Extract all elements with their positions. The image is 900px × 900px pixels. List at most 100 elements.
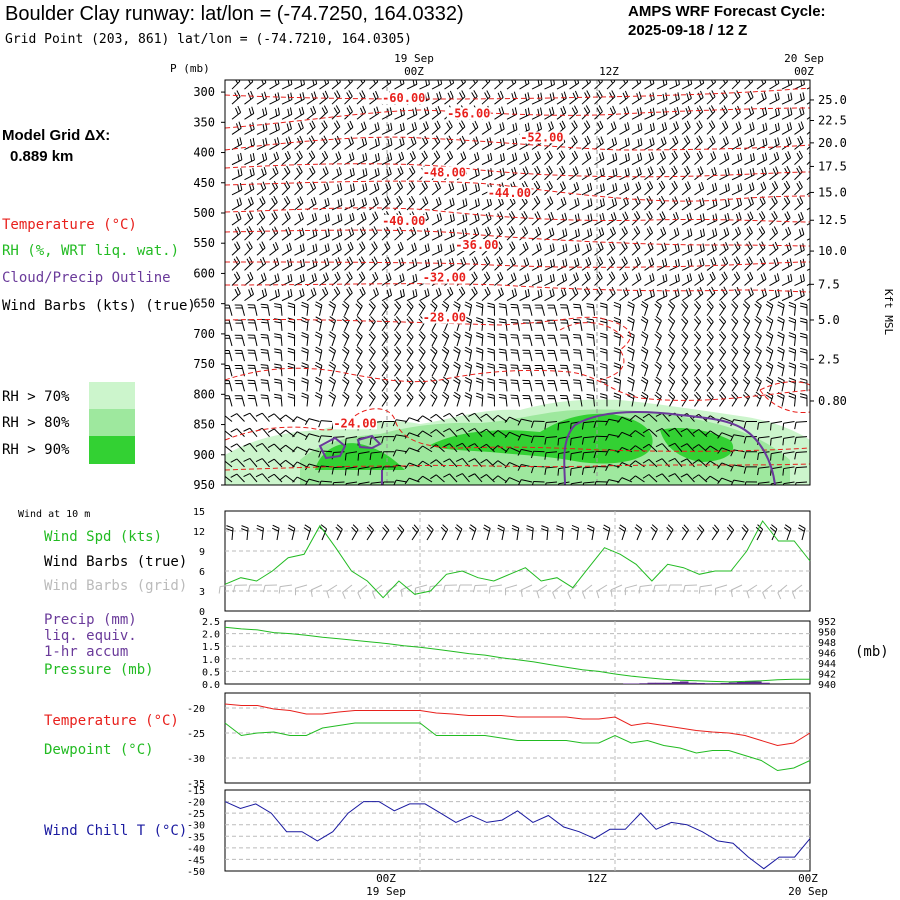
- barb-shaft: [294, 218, 304, 226]
- barb-flag: [251, 106, 255, 114]
- barb-flag: [321, 122, 326, 130]
- barb-shaft: [319, 188, 330, 196]
- barb-flag: [624, 183, 627, 191]
- barb-flag: [443, 473, 450, 478]
- barb-flag: [696, 122, 701, 130]
- barb-flag: [335, 153, 339, 161]
- barb-shaft: [781, 171, 791, 181]
- barb-shaft: [331, 350, 337, 362]
- barb-flag: [742, 363, 749, 370]
- barb-flag: [564, 273, 568, 281]
- barb-flag: [311, 120, 316, 128]
- barb-flag: [394, 363, 400, 370]
- barb-flag: [629, 430, 636, 436]
- barb-flag: [412, 80, 415, 86]
- barb-shaft: [531, 186, 541, 196]
- barb-shaft: [344, 189, 355, 196]
- barb-shaft: [441, 529, 449, 541]
- barb-shaft: [481, 304, 484, 316]
- barb-shaft: [706, 111, 716, 120]
- barb-flag: [782, 438, 785, 446]
- barb-flag: [408, 182, 414, 190]
- barb-shaft: [236, 458, 245, 468]
- barb-flag: [262, 256, 267, 264]
- barb-shaft: [721, 432, 733, 438]
- barb-flag: [272, 243, 277, 251]
- barb-flag: [462, 184, 465, 192]
- barb-flag: [510, 334, 518, 336]
- barb-flag: [548, 150, 553, 158]
- barb-flag: [700, 229, 703, 237]
- barb-flag: [562, 80, 565, 86]
- barb-shaft: [306, 112, 317, 120]
- barb-flag: [784, 524, 792, 530]
- barb-shaft: [294, 234, 305, 241]
- barb-shaft: [581, 234, 592, 241]
- barb-shaft: [381, 381, 389, 392]
- barb-flag: [530, 451, 534, 459]
- barb-flag: [389, 80, 392, 83]
- barb-shaft: [371, 466, 383, 469]
- barb-flag: [599, 199, 603, 207]
- barb-flag: [424, 135, 429, 143]
- barb-flag: [480, 443, 487, 449]
- precip-tick-label: 1.0: [202, 655, 220, 666]
- barb-shaft: [553, 335, 558, 347]
- pressure-tick-label: 350: [193, 115, 215, 129]
- barb-shaft: [294, 98, 305, 105]
- barb-flag: [661, 259, 665, 267]
- barb-flag: [757, 483, 760, 485]
- barb-flag: [370, 331, 376, 338]
- barb-flag: [537, 80, 540, 86]
- barb-shaft: [244, 293, 254, 302]
- barb-shaft: [273, 473, 283, 483]
- barb-flag: [758, 213, 764, 220]
- barb-flag: [754, 348, 761, 355]
- barb-flag: [417, 445, 423, 452]
- barb-shaft: [531, 83, 543, 90]
- barb-flag: [313, 287, 317, 295]
- barb-shaft: [306, 83, 317, 90]
- barb-shaft: [781, 319, 785, 331]
- barb-shaft: [731, 174, 743, 181]
- barb-flag: [598, 153, 602, 161]
- barb-flag: [248, 108, 252, 116]
- contour-line-15: [559, 322, 626, 341]
- barb-flag: [800, 365, 808, 369]
- barb-flag: [431, 331, 438, 337]
- barb-shaft: [706, 382, 714, 392]
- barb-flag: [699, 166, 704, 174]
- barb-flag: [586, 168, 590, 176]
- barb-flag: [766, 331, 774, 336]
- barb-flag: [799, 196, 804, 203]
- barb-flag: [449, 244, 453, 252]
- barb-flag: [816, 244, 817, 251]
- barb-flag: [574, 244, 578, 252]
- barb-flag: [800, 260, 803, 268]
- barb-shaft: [781, 157, 791, 166]
- barb-flag: [586, 366, 594, 369]
- barb-flag: [802, 273, 805, 281]
- barb-shaft: [456, 350, 461, 362]
- bottom-time-00z-20sep: 00Z: [798, 872, 818, 885]
- barb-shaft: [331, 189, 342, 196]
- barb-flag: [318, 465, 322, 473]
- barb-flag: [417, 475, 423, 482]
- barb-flag: [476, 301, 484, 306]
- barb-flag: [517, 464, 522, 471]
- barb-flag: [615, 168, 618, 176]
- barb-flag: [613, 121, 617, 129]
- barb-flag: [454, 346, 461, 351]
- barb-flag: [287, 93, 290, 101]
- barb-flag: [625, 154, 628, 162]
- barb-flag: [275, 241, 279, 249]
- barb-flag: [627, 331, 635, 336]
- barb-shaft: [481, 292, 491, 302]
- barb-shaft: [285, 475, 295, 483]
- barb-flag: [574, 80, 577, 85]
- barb-shaft: [519, 114, 530, 120]
- barb-shaft: [656, 186, 666, 196]
- barb-flag: [399, 290, 403, 298]
- barb-flag: [727, 212, 730, 220]
- barb-shaft: [241, 304, 245, 316]
